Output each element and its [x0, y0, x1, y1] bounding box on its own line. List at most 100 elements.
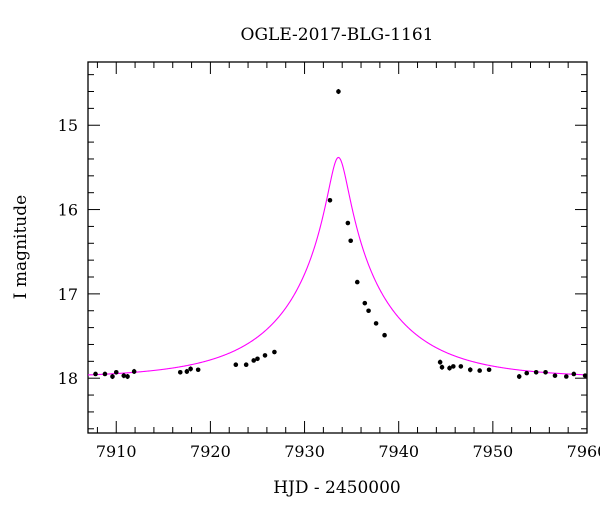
- x-tick-label: 7950: [472, 442, 513, 461]
- data-marker: [582, 373, 588, 378]
- data-point: [354, 279, 360, 285]
- x-tick-label: 7960: [567, 442, 600, 461]
- y-tick-label: 17: [58, 285, 78, 304]
- data-point: [113, 369, 119, 375]
- data-marker: [524, 370, 530, 376]
- data-point: [477, 368, 482, 373]
- y-tick-label: 18: [58, 369, 78, 388]
- data-point: [439, 364, 445, 370]
- data-marker: [467, 367, 473, 373]
- axis-ticks: [88, 62, 588, 433]
- data-point: [131, 368, 137, 374]
- x-tick-label: 7940: [378, 442, 419, 461]
- data-marker: [439, 364, 445, 370]
- data-point: [524, 370, 530, 376]
- chart-title: OGLE-2017-BLG-1161: [241, 25, 434, 45]
- y-tick-label: 16: [58, 201, 78, 220]
- plot-frame: [87, 61, 588, 434]
- x-tick-label: 7910: [96, 442, 137, 461]
- data-points-layer: [93, 88, 588, 380]
- model-curve: [87, 156, 588, 376]
- data-point: [543, 369, 548, 375]
- data-point: [563, 374, 569, 379]
- data-marker: [125, 374, 130, 379]
- x-tick-label: 7920: [190, 442, 231, 461]
- data-point: [571, 371, 577, 377]
- data-point: [125, 373, 130, 380]
- data-marker: [348, 238, 353, 244]
- y-axis-label: I magnitude: [11, 195, 31, 299]
- data-point: [552, 373, 558, 378]
- data-point: [458, 364, 464, 369]
- data-point: [121, 373, 127, 379]
- data-point: [486, 367, 492, 373]
- data-marker: [93, 371, 98, 377]
- data-point: [188, 366, 193, 372]
- data-marker: [543, 369, 548, 375]
- data-point: [382, 332, 387, 338]
- model-curve-layer: [87, 156, 588, 376]
- data-marker: [243, 362, 249, 368]
- data-marker: [486, 367, 492, 373]
- data-point: [272, 349, 277, 355]
- x-tick-labels: 7910 7920 7930 7940 7950 7960: [96, 442, 600, 461]
- data-point: [177, 369, 183, 375]
- data-point: [195, 367, 201, 373]
- data-point: [243, 362, 249, 368]
- data-point: [336, 88, 341, 95]
- data-marker: [362, 300, 368, 306]
- data-marker: [251, 358, 257, 363]
- data-point: [467, 367, 473, 373]
- data-marker: [195, 367, 201, 373]
- data-point: [262, 353, 268, 358]
- data-marker: [177, 369, 183, 375]
- data-marker: [102, 371, 108, 377]
- data-point: [345, 220, 351, 226]
- data-marker: [113, 369, 119, 375]
- y-tick-label: 15: [58, 116, 78, 135]
- data-marker: [336, 89, 341, 94]
- data-marker: [131, 369, 137, 374]
- data-point: [102, 371, 108, 377]
- data-marker: [382, 332, 387, 338]
- data-marker: [354, 279, 360, 285]
- data-point: [184, 368, 190, 374]
- data-marker: [533, 369, 539, 375]
- data-marker: [516, 374, 522, 379]
- data-marker: [552, 373, 558, 378]
- data-marker: [447, 365, 452, 371]
- data-marker: [477, 368, 482, 373]
- data-marker: [563, 374, 569, 379]
- data-point: [93, 371, 98, 377]
- data-point: [251, 358, 257, 363]
- data-point: [373, 321, 379, 326]
- data-marker: [272, 349, 277, 355]
- x-tick-label: 7930: [284, 442, 325, 461]
- data-point: [582, 373, 588, 378]
- data-marker: [373, 321, 379, 326]
- data-point: [437, 359, 443, 365]
- data-marker: [188, 366, 193, 372]
- data-marker: [366, 308, 371, 314]
- data-marker: [327, 197, 333, 203]
- data-marker: [451, 364, 456, 369]
- data-point: [327, 197, 333, 203]
- data-marker: [184, 369, 190, 374]
- data-marker: [262, 353, 268, 358]
- data-point: [451, 364, 456, 369]
- x-axis-label: HJD - 2450000: [273, 478, 401, 498]
- data-point: [233, 362, 239, 368]
- data-point: [348, 238, 353, 244]
- data-marker: [110, 374, 115, 379]
- data-marker: [571, 371, 577, 377]
- data-point: [533, 369, 539, 375]
- data-marker: [121, 373, 127, 378]
- y-tick-labels: 15 16 17 18: [58, 116, 78, 388]
- data-point: [362, 300, 368, 306]
- data-marker: [437, 359, 443, 365]
- data-marker: [255, 356, 260, 362]
- data-point: [366, 308, 371, 314]
- data-point: [516, 373, 522, 380]
- data-marker: [458, 364, 464, 369]
